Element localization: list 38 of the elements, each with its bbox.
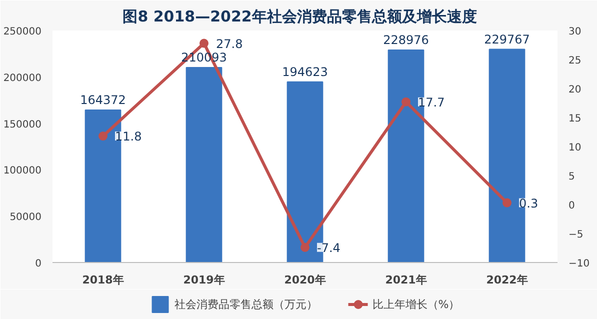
point [200, 38, 208, 48]
point [300, 242, 310, 252]
y2-tick-label: 5 [568, 172, 575, 182]
y2-tick-label: −10 [568, 258, 590, 270]
data-label: 27.8 [216, 36, 243, 51]
point [402, 97, 410, 106]
y2-tick-label: 25 [568, 56, 582, 66]
point [502, 198, 512, 208]
y-tick-label: 250000 [3, 26, 42, 38]
bar [186, 67, 222, 262]
x-tick-label: 2020年 [284, 274, 326, 286]
data-label: 11.8 [115, 130, 142, 144]
y2-tick-label: −5 [568, 230, 584, 240]
y2-tick-label: 30 [568, 26, 582, 38]
y2-tick-label: 0 [568, 200, 575, 212]
y-tick-label: 200000 [3, 72, 42, 84]
y-tick-label: 50000 [10, 212, 42, 224]
x-tick-label: 2021年 [385, 274, 427, 286]
data-label: 228976 [383, 33, 429, 48]
y-tick-label: 0 [35, 258, 42, 270]
data-label: 194623 [282, 64, 328, 79]
x-tick-label: 2022年 [486, 274, 528, 286]
y-tick-label: 150000 [3, 119, 42, 130]
legend-label: 社会消费品零售总额（万元） [174, 296, 318, 312]
y2-tick-label: 20 [568, 84, 582, 96]
data-label: -7.4 [317, 240, 340, 255]
chart-title: 图8 2018—2022年社会消费品零售总额及增长速度 [122, 8, 477, 26]
data-label: 229767 [484, 32, 530, 46]
data-label: 164372 [80, 92, 126, 107]
x-tick-label: 2018年 [82, 274, 124, 286]
y2-tick-label: 10 [568, 142, 582, 154]
y-tick-label: 100000 [3, 166, 42, 177]
data-label: 17.7 [418, 95, 445, 110]
point [98, 132, 108, 141]
legend-label: 比上年增长（%） [372, 296, 460, 312]
x-tick-label: 2019年 [183, 274, 225, 286]
data-label: 0.3 [519, 196, 538, 210]
y2-tick-label: 15 [568, 114, 582, 124]
